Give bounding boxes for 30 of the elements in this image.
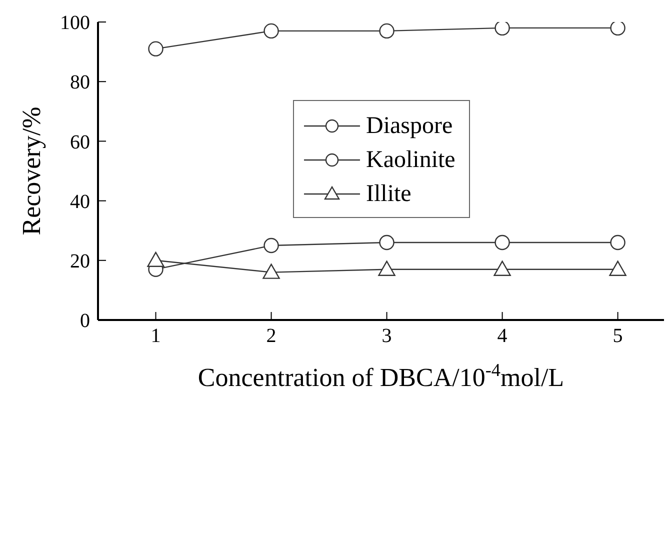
point [610,234,626,250]
y-tick-label: 100 [60,12,90,34]
x-tick-label: 1 [150,325,161,348]
point [379,234,394,250]
point [148,41,164,56]
y-tick-label: 60 [70,131,90,154]
x-tick-label: 3 [382,325,392,348]
point [494,22,510,36]
point [264,23,279,39]
point [494,234,510,250]
legend-label: Kaolinite [366,146,456,174]
point [610,22,626,36]
point [494,260,511,276]
y-tick-label: 0 [80,310,90,332]
point [147,252,164,267]
legend-label: Diaspore [366,112,453,140]
point [609,260,626,276]
y-tick-label: 20 [70,250,90,272]
point [264,238,279,254]
point [379,23,394,39]
y-tick-label: 40 [70,190,90,213]
x-tick-label: 5 [612,325,623,348]
point [262,264,280,279]
point [378,260,396,276]
legend-label: Illite [366,180,412,208]
y-axis-title: Recovery/% [17,106,46,236]
y-tick-label: 80 [70,72,90,94]
x-axis-title: Concentration of DBCA/10$^{-4}$mol/L [198,360,564,392]
x-tick-label: 4 [497,325,508,348]
x-tick-label: 2 [266,325,276,348]
